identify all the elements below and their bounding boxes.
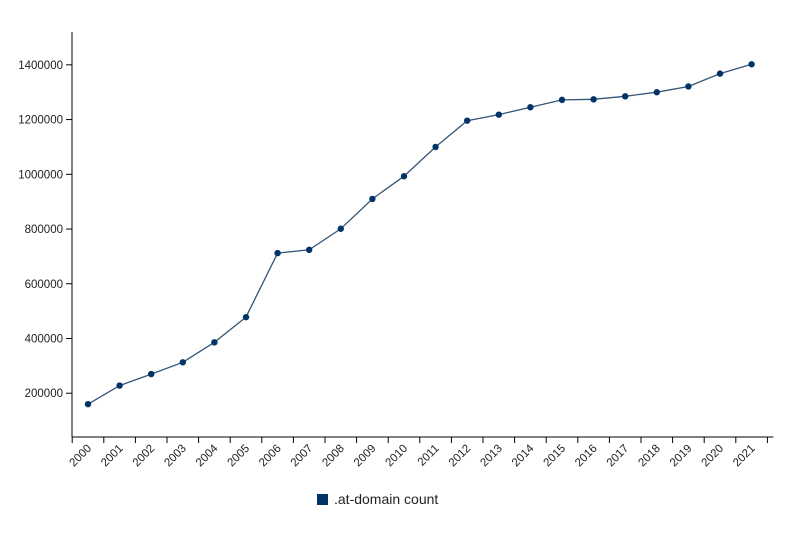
data-point: [369, 195, 376, 203]
x-tick-label: 2011: [416, 443, 442, 469]
x-tick-label: 2002: [131, 443, 158, 470]
data-point: [400, 173, 408, 180]
x-tick-label: 2012: [447, 443, 474, 470]
data-point: [337, 225, 344, 232]
y-tick-label: 600000: [25, 279, 63, 291]
x-tick-label: 2007: [289, 443, 316, 470]
data-point: [179, 359, 186, 366]
x-tick-label: 2018: [636, 443, 663, 470]
x-tick-label: 2006: [257, 443, 284, 470]
y-tick-label: 200000: [25, 388, 63, 400]
y-tick-label: 1000000: [18, 169, 63, 181]
x-tick-label: 2009: [352, 443, 379, 470]
data-point: [716, 70, 724, 77]
x-tick-label: 2003: [162, 443, 189, 470]
data-point: [242, 313, 250, 321]
x-tick-label: 2004: [194, 442, 221, 469]
x-tick-label: 2014: [510, 442, 537, 469]
x-tick-label: 2008: [320, 443, 347, 470]
legend-swatch: [317, 493, 328, 505]
x-tick-label: 2019: [668, 443, 695, 470]
data-point: [148, 370, 155, 378]
x-tick-label: 2000: [68, 443, 95, 470]
data-point: [622, 93, 629, 100]
data-point: [432, 143, 439, 151]
data-point: [211, 339, 218, 346]
x-tick-label: 2013: [478, 443, 505, 470]
x-tick-label: 2001: [99, 443, 126, 470]
data-point: [653, 89, 660, 96]
data-point: [685, 83, 692, 90]
legend-label: .at-domain count: [334, 491, 439, 507]
data-point: [306, 246, 313, 254]
data-point: [464, 117, 471, 124]
x-tick-label: 2021: [731, 443, 758, 470]
x-tick-label: 2016: [573, 443, 600, 470]
data-point: [495, 111, 502, 118]
y-tick-label: 400000: [25, 333, 63, 345]
data-point: [84, 400, 92, 408]
y-tick-label: 1400000: [18, 60, 63, 72]
x-tick-label: 2020: [700, 443, 727, 470]
data-point: [274, 249, 281, 257]
data-point: [527, 104, 534, 111]
data-point: [558, 96, 566, 104]
x-tick-label: 2017: [605, 443, 632, 470]
data-point: [748, 61, 755, 68]
y-tick-label: 800000: [25, 224, 63, 236]
legend[interactable]: .at-domain count: [317, 491, 438, 507]
series-line: [87, 63, 752, 405]
y-tick-label: 1200000: [18, 115, 63, 127]
data-point: [590, 96, 597, 103]
x-tick-label: 2010: [384, 443, 411, 470]
data-point: [116, 382, 123, 389]
x-tick-label: 2005: [226, 443, 253, 470]
x-tick-label: 2015: [542, 443, 569, 470]
